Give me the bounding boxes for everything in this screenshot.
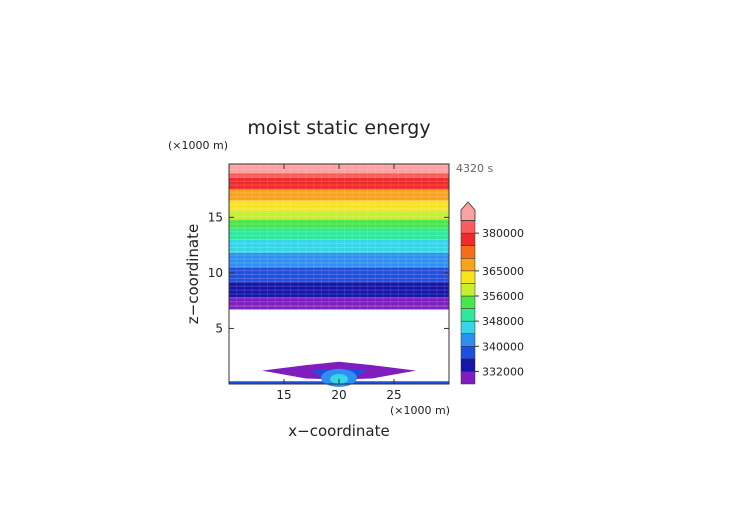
field-band	[229, 210, 449, 220]
x-axis-label: x−coordinate	[288, 422, 389, 440]
colorbar-label: 380000	[482, 227, 524, 240]
field-band	[229, 200, 449, 211]
colorbar-cap	[460, 201, 476, 221]
y-axis-label: z−coordinate	[184, 224, 202, 324]
x-tick-label: 20	[331, 388, 346, 402]
field-band	[229, 252, 449, 268]
field-band	[229, 219, 449, 229]
field-band	[229, 177, 449, 190]
colorbar-label: 348000	[482, 315, 524, 328]
field-band	[229, 267, 449, 282]
colorbar-segment	[460, 346, 476, 360]
colorbar-segment	[460, 308, 476, 322]
x-unit-label: (×1000 m)	[390, 404, 450, 417]
axes: 15 20 25 5 10 15	[208, 163, 450, 402]
y-tick-label: 15	[208, 210, 223, 224]
field-band	[229, 239, 449, 253]
colorbar-segment	[460, 232, 476, 246]
colorbar-label: 365000	[482, 265, 524, 278]
colorbar-segment	[460, 220, 476, 234]
colorbar-segment	[460, 258, 476, 272]
colorbar-segment	[460, 245, 476, 259]
colorbar-segment	[460, 320, 476, 334]
field-band	[229, 281, 449, 298]
colorbar-segment	[460, 295, 476, 309]
x-tick-label: 15	[276, 388, 291, 402]
field-band	[229, 297, 449, 307]
field-band	[229, 189, 449, 201]
colorbar-label: 332000	[482, 365, 524, 378]
chart-title: moist static energy	[247, 117, 430, 139]
field-band	[229, 228, 449, 240]
y-tick-label: 5	[215, 321, 223, 335]
colorbar-segment	[460, 371, 476, 385]
colorbar-label: 356000	[482, 290, 524, 303]
colorbar: 332000 340000 348000 356000 365000 380000	[460, 201, 524, 385]
field-band	[229, 172, 449, 178]
colorbar-segment	[460, 333, 476, 347]
colorbar-segment	[460, 283, 476, 297]
y-unit-label: (×1000 m)	[168, 139, 228, 152]
y-tick-label: 10	[208, 266, 223, 280]
colorbar-segment	[460, 270, 476, 284]
colorbar-label: 340000	[482, 340, 524, 353]
time-label: 4320 s	[456, 162, 493, 175]
plot-area	[228, 164, 449, 387]
field-band	[229, 306, 449, 310]
x-tick-label: 25	[386, 388, 401, 402]
colorbar-segment	[460, 358, 476, 372]
